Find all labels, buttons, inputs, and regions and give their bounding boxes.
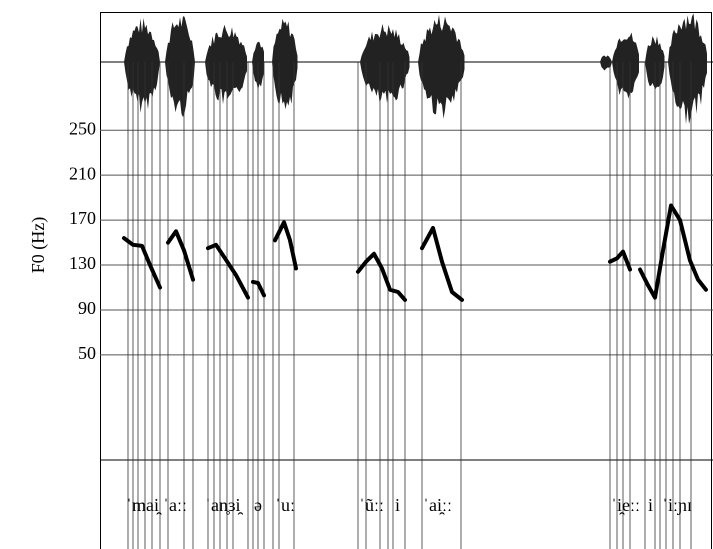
segment-label: ˈaːː (163, 495, 187, 515)
y-tick-label: 210 (69, 163, 96, 183)
segment-label: i (648, 495, 653, 515)
segment-label: ə (254, 495, 262, 515)
y-tick-label: 90 (78, 298, 96, 318)
segment-label: ˈũːː (359, 495, 384, 515)
segment-label: i (395, 495, 400, 515)
y-tick-label: 170 (69, 208, 96, 228)
waveform (124, 13, 707, 125)
segment-label: ˈiːɲɪ (662, 495, 692, 515)
y-tick-label: 250 (69, 118, 96, 138)
y-tick-label: 130 (69, 253, 96, 273)
frame (100, 12, 712, 549)
segment-label: ˈi̯eːː (611, 495, 640, 516)
segment-label: ˈmai̯ (126, 495, 162, 516)
y-tick-label: 50 (78, 343, 96, 363)
waveform-envelope (124, 13, 707, 125)
segment-label: ˈuː (275, 495, 295, 515)
segment-label: ˈan̥ɜi̯ (205, 495, 244, 516)
f0-contour (122, 203, 708, 302)
y-axis-label: F0 (Hz) (28, 217, 49, 274)
segment-label: ˈai̯ːː (423, 495, 452, 516)
